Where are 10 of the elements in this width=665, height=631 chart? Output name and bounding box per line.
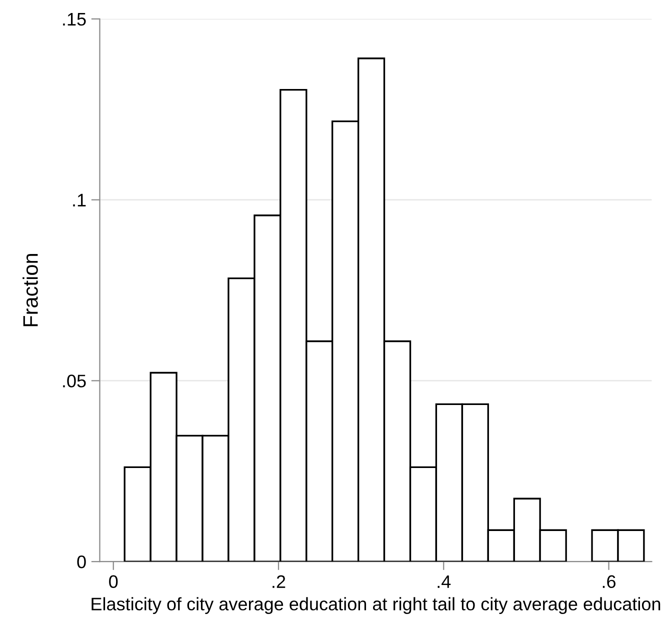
y-tick-label: 0: [77, 556, 86, 568]
x-tick-label: .2: [272, 575, 286, 588]
y-tick-label: .05: [63, 374, 86, 388]
y-axis-title: Fraction: [22, 254, 38, 326]
x-tick-label: 0: [109, 575, 118, 588]
x-axis-title: Elasticity of city average education at right tail to city average education: [92, 597, 660, 614]
x-tick-label: .4: [438, 575, 451, 588]
y-tick-label: .15: [63, 13, 86, 26]
y-tick-label: .1: [73, 194, 86, 206]
x-tick-label: .6: [602, 575, 616, 588]
